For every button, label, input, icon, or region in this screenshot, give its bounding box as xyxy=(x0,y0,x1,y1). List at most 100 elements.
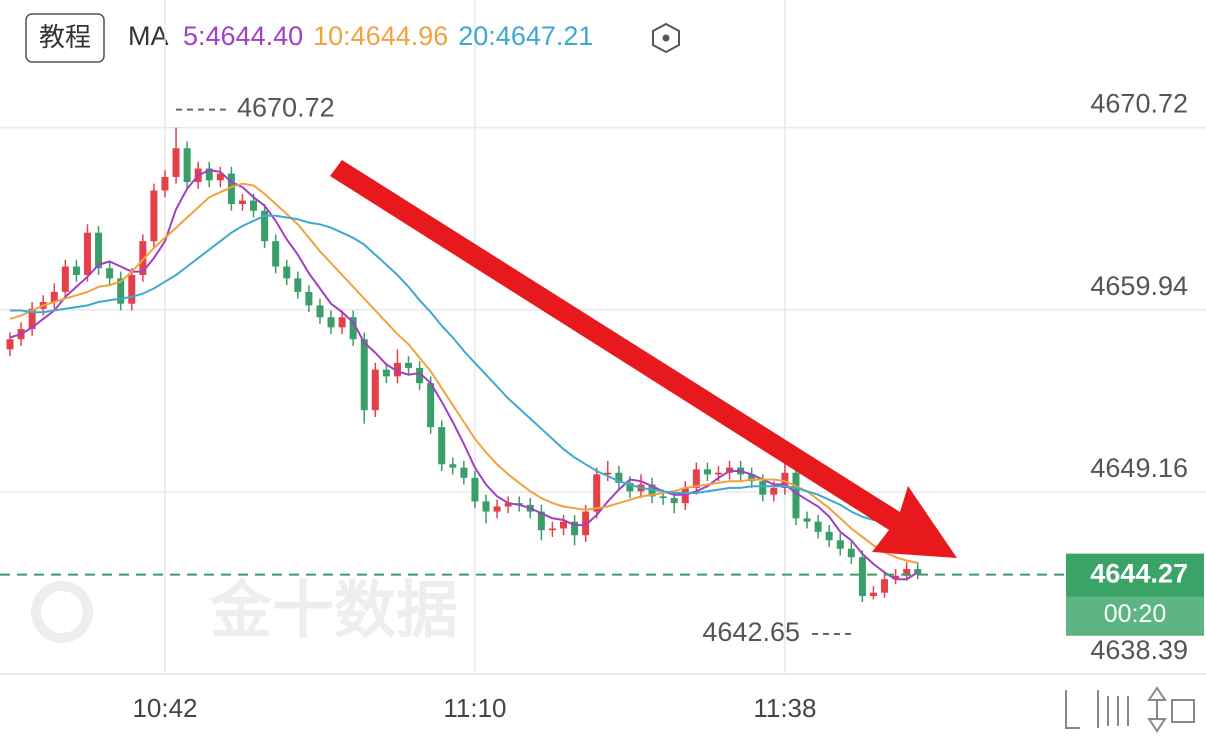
candle-body xyxy=(869,592,877,597)
ma-label: MA xyxy=(128,21,169,51)
candle-body xyxy=(316,305,324,318)
candle-body xyxy=(216,173,224,181)
candle-body xyxy=(72,266,80,275)
candle-body xyxy=(371,369,379,411)
candle-body xyxy=(106,268,114,279)
candle-body xyxy=(582,511,590,536)
candle-body xyxy=(250,200,258,211)
candle-body xyxy=(903,569,911,576)
candle-body xyxy=(305,291,313,306)
candle-body xyxy=(803,518,811,522)
candle-body xyxy=(150,190,158,242)
tutorial-button-label[interactable]: 教程 xyxy=(39,22,91,52)
candle-body xyxy=(438,427,446,465)
x-tick-label: 11:38 xyxy=(753,693,816,723)
candle-body xyxy=(548,528,556,531)
icon-bars[interactable] xyxy=(1097,690,1129,728)
candle-body xyxy=(493,506,501,512)
candle-body xyxy=(714,472,722,475)
candle-body xyxy=(770,487,778,495)
candle-body xyxy=(892,575,900,580)
candle-body xyxy=(272,241,280,267)
candle-body xyxy=(405,362,413,368)
legend-entry: 10:4644.96 xyxy=(313,21,448,51)
candle-body xyxy=(360,339,368,411)
candle-body xyxy=(283,266,291,279)
candle-body xyxy=(338,317,346,328)
ma-line xyxy=(9,182,918,564)
legend-entry: 20:4647.21 xyxy=(458,21,593,51)
candle-body xyxy=(205,168,213,181)
y-tick-label: 4638.39 xyxy=(1090,635,1188,665)
candle-body xyxy=(382,369,390,377)
tutorial-button[interactable] xyxy=(25,13,105,63)
y-tick-label: 4670.72 xyxy=(1090,89,1188,119)
legend-entry: 5:4644.40 xyxy=(183,21,303,51)
candle-body xyxy=(393,362,401,377)
candle-body xyxy=(881,579,889,593)
candle-body xyxy=(659,496,667,499)
plot: 4670.72 4659.94 4649.16 4638.39 10:42 11:10 11… xyxy=(0,0,1206,723)
watermark: 金十数据 xyxy=(209,576,458,645)
candle-body xyxy=(604,472,612,475)
candle-body xyxy=(449,464,457,468)
x-tick-label: 10:42 xyxy=(132,693,197,723)
candle-body xyxy=(128,274,136,304)
candle-body xyxy=(825,531,833,541)
trend-arrow xyxy=(330,160,957,558)
candle-body xyxy=(571,521,579,536)
candle-body xyxy=(95,232,103,269)
candle-body xyxy=(327,317,335,328)
candle-body xyxy=(427,383,435,428)
high-label: 4670.72 xyxy=(237,93,335,123)
icon-arrows[interactable] xyxy=(1147,686,1167,733)
candle-body xyxy=(914,569,922,575)
settings-icon[interactable] xyxy=(652,22,680,54)
countdown: 00:20 xyxy=(1104,600,1167,628)
candle-body xyxy=(792,472,800,519)
y-tick-label: 4649.16 xyxy=(1090,453,1188,483)
candle-body xyxy=(28,308,36,330)
icon-box[interactable] xyxy=(1171,699,1195,723)
ma-line xyxy=(10,214,918,526)
candle-body xyxy=(692,469,700,488)
candle-body xyxy=(50,291,58,303)
candle-body xyxy=(858,557,866,597)
candle-body xyxy=(460,467,468,478)
candle-body xyxy=(615,472,623,483)
candle-body xyxy=(61,266,69,292)
candle-body xyxy=(814,521,822,532)
candle-body xyxy=(626,482,634,492)
ma-line xyxy=(9,169,919,581)
candle-body xyxy=(836,540,844,549)
candle-body xyxy=(670,498,678,504)
candle-body xyxy=(748,474,756,482)
candle-body xyxy=(117,278,125,304)
candle-body xyxy=(471,477,479,502)
candle-body xyxy=(847,548,855,558)
low-label: 4642.65 xyxy=(702,617,800,647)
candle-body xyxy=(238,200,246,204)
bottom-icons[interactable] xyxy=(1065,686,1195,733)
candle-body xyxy=(759,481,767,495)
candle-body xyxy=(560,521,567,529)
candle-body xyxy=(6,339,14,350)
settings-dot[interactable] xyxy=(662,34,670,42)
candle-body xyxy=(161,176,169,191)
candle-body xyxy=(349,317,357,340)
candle-body xyxy=(294,278,302,292)
icon-l[interactable] xyxy=(1065,690,1080,729)
candle-body xyxy=(83,232,91,275)
candle-body xyxy=(139,241,147,275)
x-tick-label: 11:10 xyxy=(443,693,506,723)
candle-body xyxy=(227,173,235,204)
candle-body xyxy=(183,148,191,183)
candle-body xyxy=(703,469,711,475)
price-tag-label: 4644.27 xyxy=(1090,559,1188,589)
watermark-logo xyxy=(31,581,93,643)
settings-hexagon[interactable] xyxy=(652,22,680,54)
countdown-band xyxy=(1066,596,1204,635)
candle-body xyxy=(416,367,424,384)
candle-body xyxy=(482,501,490,512)
